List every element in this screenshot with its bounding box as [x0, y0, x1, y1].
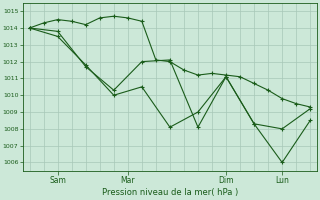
X-axis label: Pression niveau de la mer( hPa ): Pression niveau de la mer( hPa ) [102, 188, 238, 197]
